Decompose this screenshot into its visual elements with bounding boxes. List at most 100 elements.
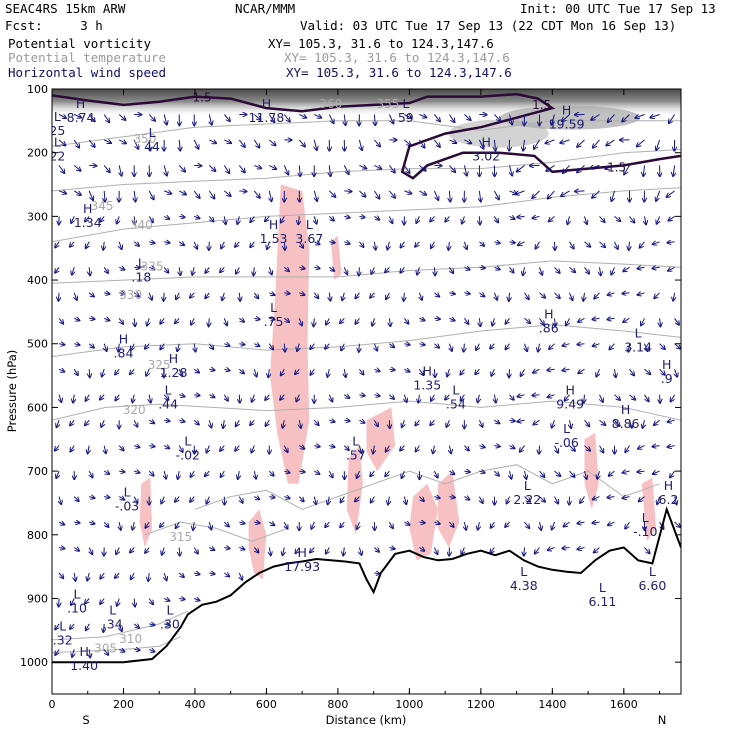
wind-vector [433, 190, 438, 200]
wind-vector [59, 548, 64, 549]
wind-vector [549, 216, 555, 221]
wind-vector [59, 394, 61, 402]
wind-vector [58, 522, 64, 525]
wind-vector [611, 267, 614, 274]
wind-vector [164, 165, 167, 175]
wind-vector [74, 115, 81, 118]
wind-vector [283, 114, 290, 122]
wind-vector [103, 649, 108, 655]
wind-vector [85, 598, 90, 604]
wind-vector [314, 242, 319, 245]
wind-vector [131, 343, 134, 350]
wind-vector [404, 115, 411, 119]
wind-vector [449, 343, 452, 351]
x-tick-label: 1000 [395, 698, 423, 711]
extremum-marker: L.75 [264, 300, 284, 329]
wind-vector [194, 395, 199, 396]
wind-vector [149, 446, 154, 447]
wind-vector [220, 445, 225, 451]
wind-vector [592, 190, 600, 198]
extremum-marker: H1.35 [413, 364, 441, 393]
wind-vector [592, 318, 600, 319]
wind-vector [479, 318, 480, 326]
wind-vector [115, 572, 120, 578]
wind-vector [88, 190, 93, 200]
wind-vector [298, 216, 299, 224]
wind-vector [434, 267, 435, 275]
wind-vector [555, 241, 556, 250]
wind-vector [478, 394, 480, 403]
wind-vector [299, 446, 304, 449]
wind-vector [253, 139, 259, 148]
wind-vector [265, 216, 270, 221]
wind-vector [479, 242, 484, 246]
wind-vector [161, 496, 164, 504]
wind-vector [209, 420, 211, 427]
wind-vector [645, 343, 648, 351]
wind-vector [205, 470, 210, 476]
extremum-value: .32 [53, 632, 73, 647]
wind-vector [190, 496, 195, 502]
wind-vector [254, 497, 259, 500]
wind-vector [491, 368, 494, 376]
wind-vector [479, 496, 482, 503]
wind-vector [555, 318, 556, 326]
wind-vector [145, 343, 150, 349]
wind-vector [370, 292, 375, 298]
wind-vector [328, 190, 335, 197]
theta-label: 345 [91, 199, 114, 213]
wind-vector [325, 343, 330, 349]
extremum-marker: L.44 [158, 383, 178, 412]
wind-vector [669, 114, 676, 124]
wind-vector [134, 267, 139, 268]
extremum-type: L [74, 586, 81, 601]
wind-vector [448, 114, 454, 123]
wind-vector [191, 470, 195, 477]
extremum-value: .18 [131, 269, 151, 284]
x-end-label-south: S [82, 713, 89, 727]
extremum-type: L [649, 564, 656, 579]
wind-vector [615, 241, 618, 249]
extremum-marker: L6.11 [588, 580, 616, 609]
wind-vector [209, 521, 211, 529]
wind-vector [535, 547, 540, 554]
field-xy-theta: XY= 105.3, 31.6 to 124.3,147.6 [284, 50, 510, 65]
wind-vector [668, 267, 675, 271]
theta-label: 310 [119, 632, 142, 646]
wind-vector [117, 216, 120, 223]
wind-vector [148, 114, 155, 121]
wind-vector [385, 470, 390, 476]
extremum-marker: L2.22 [513, 478, 541, 507]
extremum-type: H [566, 383, 575, 398]
extremum-value: .75 [264, 314, 284, 329]
wind-vector [629, 368, 635, 375]
wind-vector [103, 140, 111, 143]
wind-vector [517, 216, 525, 217]
wind-vector [657, 216, 660, 223]
wind-vector [344, 216, 349, 217]
wind-vector [269, 522, 274, 525]
extremum-type: L [352, 434, 359, 449]
wind-vector [59, 598, 60, 607]
wind-vector [577, 344, 585, 345]
wind-vector [464, 445, 468, 451]
wind-vector [284, 471, 289, 473]
extremum-type: L [59, 618, 66, 633]
wind-vector [389, 165, 394, 172]
wind-vector [374, 547, 379, 552]
wind-vector [464, 471, 469, 472]
wind-vector [314, 471, 319, 474]
wind-vector [568, 216, 570, 224]
wind-vector [269, 343, 273, 350]
wind-vector [509, 216, 515, 219]
wind-vector [179, 267, 180, 275]
wind-vector [194, 573, 199, 574]
extremum-type: H [262, 96, 271, 111]
wind-vector [590, 165, 600, 168]
extremum-type: L [635, 325, 642, 340]
wind-vector [133, 139, 138, 149]
wind-vector [221, 470, 225, 477]
wind-vector [221, 241, 224, 249]
wind-vector [59, 496, 61, 505]
x-tick-label: 1600 [610, 698, 638, 711]
